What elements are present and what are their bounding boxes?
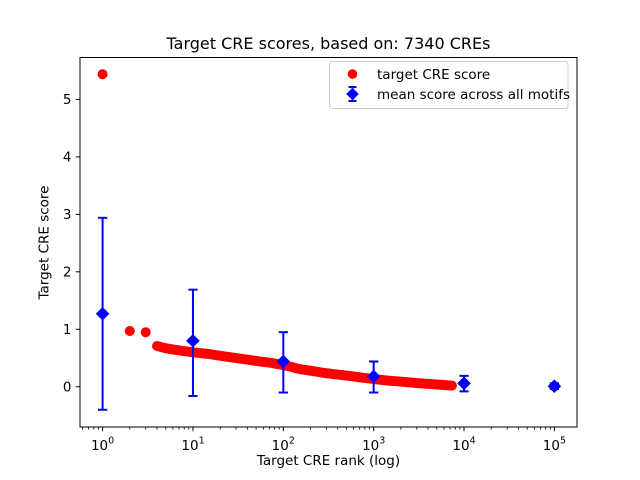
- legend-circle-marker: [347, 69, 358, 79]
- y-axis-label: Target CRE score: [37, 186, 53, 301]
- legend-frame: [329, 61, 569, 109]
- mean-diamond-marker: [547, 379, 562, 393]
- legend: target CRE score mean score across all m…: [329, 61, 570, 109]
- x-tick-label: 104: [452, 436, 475, 455]
- mean-errorbar-point: [457, 374, 471, 393]
- legend-label-mean-score: mean score across all motifs: [377, 87, 570, 103]
- y-tick-label: 1: [63, 322, 72, 338]
- plot-area: [95, 69, 562, 411]
- mean-diamond-marker: [95, 306, 110, 321]
- y-tick-label: 2: [63, 265, 72, 281]
- chart-title: Target CRE scores, based on: 7340 CREs: [166, 34, 491, 53]
- legend-label-target-score: target CRE score: [377, 67, 490, 83]
- y-tick-label: 5: [63, 92, 72, 108]
- mean-errorbar-point: [366, 360, 381, 394]
- legend-diamond-marker: [346, 86, 359, 102]
- red-scatter-point: [446, 380, 457, 391]
- mean-diamond-marker: [457, 376, 471, 391]
- red-scatter-point: [140, 327, 151, 338]
- red-scatter-point: [124, 326, 135, 336]
- red-scatter-point: [97, 69, 108, 80]
- mean-errorbar-point: [186, 288, 200, 397]
- x-tick-label: 100: [91, 436, 114, 455]
- x-tick-label: 103: [362, 436, 385, 455]
- x-tick-label: 105: [543, 436, 566, 455]
- axes-ticks: 100 101 102 103 104 105 0 1 2 3 4 5: [63, 92, 566, 454]
- mean-diamond-marker: [186, 334, 200, 348]
- x-axis-label: Target CRE rank (log): [256, 453, 400, 469]
- mean-diamond-marker: [366, 369, 381, 384]
- mean-diamond-marker: [276, 354, 291, 369]
- mean-errorbar-point: [95, 216, 110, 411]
- x-tick-label: 102: [272, 436, 295, 455]
- x-tick-label: 101: [181, 436, 204, 455]
- mean-errorbar-point: [547, 379, 562, 393]
- axes-frame: [79, 57, 578, 428]
- y-tick-label: 3: [63, 207, 72, 223]
- y-tick-label: 0: [63, 380, 72, 396]
- y-tick-label: 4: [63, 150, 72, 166]
- mean-errorbar-point: [276, 331, 291, 394]
